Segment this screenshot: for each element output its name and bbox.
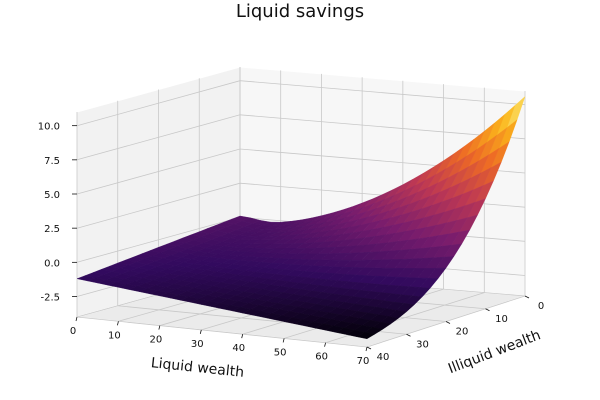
x-tick-mark bbox=[282, 338, 285, 343]
x-tick-mark bbox=[199, 329, 202, 334]
grid-line bbox=[76, 148, 526, 195]
y-tick-label: 30 bbox=[416, 339, 429, 350]
z-tick-label: 0.0 bbox=[44, 258, 60, 269]
x-tick-label: 30 bbox=[191, 339, 204, 350]
surface-patch bbox=[76, 275, 97, 282]
x-tick-label: 10 bbox=[108, 330, 121, 341]
x-tick-label: 40 bbox=[232, 343, 245, 354]
surface-mesh bbox=[76, 95, 526, 340]
axis-ticks: 0 10 20 30 40 50 60 70 0 10 20 30 40 -2.5 0.0 2.5 5.0 7.5… bbox=[38, 122, 544, 367]
x-tick-label: 50 bbox=[274, 347, 287, 358]
x-tick-mark bbox=[241, 334, 244, 339]
y-tick-label: 10 bbox=[495, 314, 508, 325]
x-tick-label: 60 bbox=[315, 352, 328, 363]
grid-line bbox=[76, 114, 526, 161]
chart-title: Liquid savings bbox=[236, 1, 364, 22]
x-tick-mark bbox=[365, 346, 368, 352]
x-tick-mark bbox=[324, 342, 326, 347]
z-tick-label: 2.5 bbox=[44, 224, 60, 235]
x-tick-label: 70 bbox=[357, 356, 370, 367]
y-tick-mark bbox=[406, 333, 411, 337]
x-tick-mark bbox=[75, 316, 78, 322]
y-tick-label: 20 bbox=[456, 327, 469, 338]
x-tick-label: 20 bbox=[149, 335, 162, 346]
x-axis-label: Liquid wealth bbox=[150, 355, 245, 381]
x-tick-mark bbox=[158, 325, 161, 330]
y-tick-mark bbox=[524, 295, 530, 299]
y-tick-label: 0 bbox=[538, 301, 544, 312]
y-tick-mark bbox=[445, 321, 451, 324]
y-tick-mark bbox=[485, 308, 490, 312]
z-tick-label: 5.0 bbox=[44, 190, 60, 201]
z-tick-label: 7.5 bbox=[44, 156, 60, 167]
z-tick-label: 10.0 bbox=[38, 122, 60, 133]
y-tick-mark bbox=[366, 346, 372, 350]
x-tick-label: 0 bbox=[70, 326, 76, 337]
grid-line bbox=[76, 80, 526, 127]
grid-line bbox=[76, 316, 368, 348]
x-tick-mark bbox=[117, 321, 119, 326]
y-tick-label: 40 bbox=[377, 352, 390, 363]
z-tick-label: -2.5 bbox=[40, 293, 60, 304]
